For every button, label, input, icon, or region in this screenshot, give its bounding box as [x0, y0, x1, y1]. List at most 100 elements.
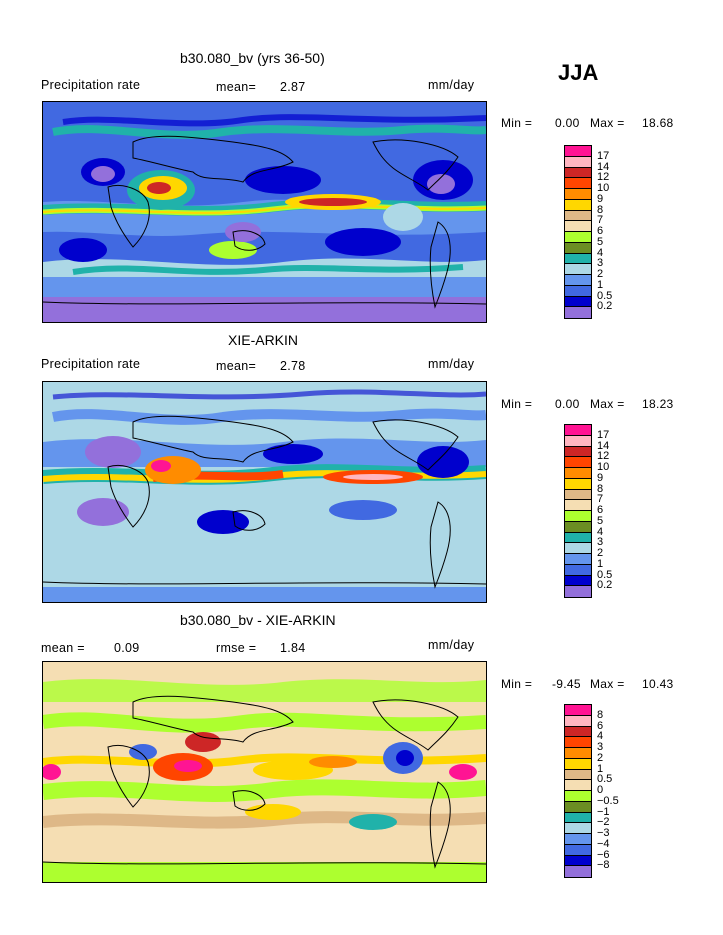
- colorbar-swatch: [565, 521, 591, 533]
- colorbar-tick-label: 6: [597, 719, 604, 732]
- colorbar-tick-label: −0.5: [597, 794, 619, 807]
- panel3-colorbar: [564, 704, 592, 878]
- panel2-mean-label: mean=: [216, 359, 257, 373]
- colorbar-tick-label: 12: [597, 450, 610, 463]
- colorbar-tick-label: 17: [597, 149, 610, 162]
- colorbar-swatch: [565, 575, 591, 587]
- colorbar-swatch: [565, 532, 591, 544]
- panel1-map: [42, 101, 487, 323]
- colorbar-swatch: [565, 435, 591, 447]
- panel1-map-field: [43, 102, 486, 322]
- colorbar-tick-label: 10: [597, 461, 610, 473]
- colorbar-swatch: [565, 758, 591, 770]
- colorbar-tick-label: 1: [597, 278, 604, 291]
- colorbar-tick-label: 2: [597, 751, 604, 764]
- panel2-max-value: 18.23: [642, 397, 674, 411]
- panel3-mean-value: 0.09: [114, 641, 140, 655]
- colorbar-swatch: [565, 855, 591, 867]
- colorbar-tick-label: −6: [597, 848, 610, 861]
- panel1-variable-label: Precipitation rate: [41, 78, 141, 92]
- colorbar-swatch: [565, 307, 591, 318]
- colorbar-tick-label: 10: [597, 182, 610, 194]
- season-label: JJA: [558, 60, 599, 85]
- panel3-min-value: -9.45: [552, 677, 581, 691]
- colorbar-swatch: [565, 834, 591, 845]
- colorbar-swatch: [565, 511, 591, 522]
- panel1-max-label: Max =: [590, 116, 625, 130]
- panel3-max-value: 10.43: [642, 677, 674, 691]
- colorbar-swatch: [565, 748, 591, 759]
- colorbar-swatch: [565, 264, 591, 275]
- panel1-min-label: Min =: [501, 116, 533, 130]
- colorbar-tick-label: 8: [597, 482, 604, 495]
- colorbar-tick-label: 2: [597, 268, 604, 280]
- colorbar-swatch: [565, 726, 591, 738]
- panel2-title: XIE-ARKIN: [228, 332, 299, 348]
- colorbar-swatch: [565, 586, 591, 597]
- colorbar-swatch: [565, 221, 591, 232]
- colorbar-tick-label: 1: [597, 557, 604, 570]
- colorbar-swatch: [565, 199, 591, 211]
- colorbar-tick-label: 9: [597, 192, 604, 205]
- colorbar-tick-label: 5: [597, 514, 604, 527]
- colorbar-tick-label: 8: [597, 708, 604, 721]
- colorbar-tick-label: −8: [597, 859, 610, 872]
- panel2-min-value: 0.00: [555, 397, 580, 411]
- panel1-title: b30.080_bv (yrs 36-50): [180, 50, 325, 66]
- colorbar-tick-label: 7: [597, 214, 604, 227]
- panel2-colorbar: [564, 424, 592, 598]
- panel3-title: b30.080_bv - XIE-ARKIN: [180, 612, 336, 628]
- colorbar-tick-label: 4: [597, 525, 604, 538]
- colorbar-swatch: [565, 780, 591, 791]
- panel2-max-label: Max =: [590, 397, 625, 411]
- colorbar-swatch: [565, 769, 591, 781]
- colorbar-tick-label: 0.5: [597, 568, 613, 581]
- colorbar-swatch: [565, 178, 591, 189]
- colorbar-swatch: [565, 457, 591, 468]
- panel1-mean-label: mean=: [216, 80, 257, 94]
- colorbar-swatch: [565, 167, 591, 179]
- colorbar-swatch: [565, 156, 591, 168]
- colorbar-tick-label: −2: [597, 816, 610, 829]
- colorbar-tick-label: 5: [597, 235, 604, 248]
- colorbar-swatch: [565, 478, 591, 490]
- colorbar-swatch: [565, 232, 591, 243]
- colorbar-swatch: [565, 242, 591, 254]
- colorbar-swatch: [565, 705, 591, 716]
- colorbar-swatch: [565, 189, 591, 200]
- panel3-map-field: [43, 662, 486, 882]
- panel1-colorbar: [564, 145, 592, 319]
- colorbar-swatch: [565, 866, 591, 877]
- colorbar-tick-label: 8: [597, 203, 604, 216]
- panel2-min-label: Min =: [501, 397, 533, 411]
- colorbar-tick-label: 17: [597, 428, 610, 441]
- panel1-units: mm/day: [428, 78, 475, 92]
- colorbar-swatch: [565, 543, 591, 554]
- colorbar-swatch: [565, 285, 591, 297]
- colorbar-swatch: [565, 812, 591, 824]
- colorbar-tick-label: 0.5: [597, 289, 613, 302]
- panel2-mean-value: 2.78: [280, 359, 306, 373]
- colorbar-tick-label: 4: [597, 730, 604, 743]
- colorbar-swatch: [565, 737, 591, 748]
- colorbar-tick-label: 0.2: [597, 300, 613, 313]
- colorbar-tick-label: 6: [597, 225, 604, 237]
- colorbar-swatch: [565, 564, 591, 576]
- colorbar-swatch: [565, 210, 591, 222]
- panel3-rmse-label: rmse =: [216, 641, 257, 655]
- panel2-variable-label: Precipitation rate: [41, 357, 141, 371]
- colorbar-swatch: [565, 823, 591, 834]
- colorbar-tick-label: 9: [597, 471, 604, 484]
- colorbar-swatch: [565, 296, 591, 308]
- colorbar-swatch: [565, 468, 591, 479]
- colorbar-tick-label: 3: [597, 257, 604, 270]
- colorbar-swatch: [565, 425, 591, 436]
- colorbar-tick-label: 3: [597, 741, 604, 753]
- colorbar-tick-label: 1: [597, 762, 604, 775]
- colorbar-swatch: [565, 554, 591, 565]
- colorbar-swatch: [565, 253, 591, 265]
- panel3-rmse-value: 1.84: [280, 641, 306, 655]
- colorbar-swatch: [565, 791, 591, 802]
- colorbar-swatch: [565, 146, 591, 157]
- panel1-min-value: 0.00: [555, 116, 580, 130]
